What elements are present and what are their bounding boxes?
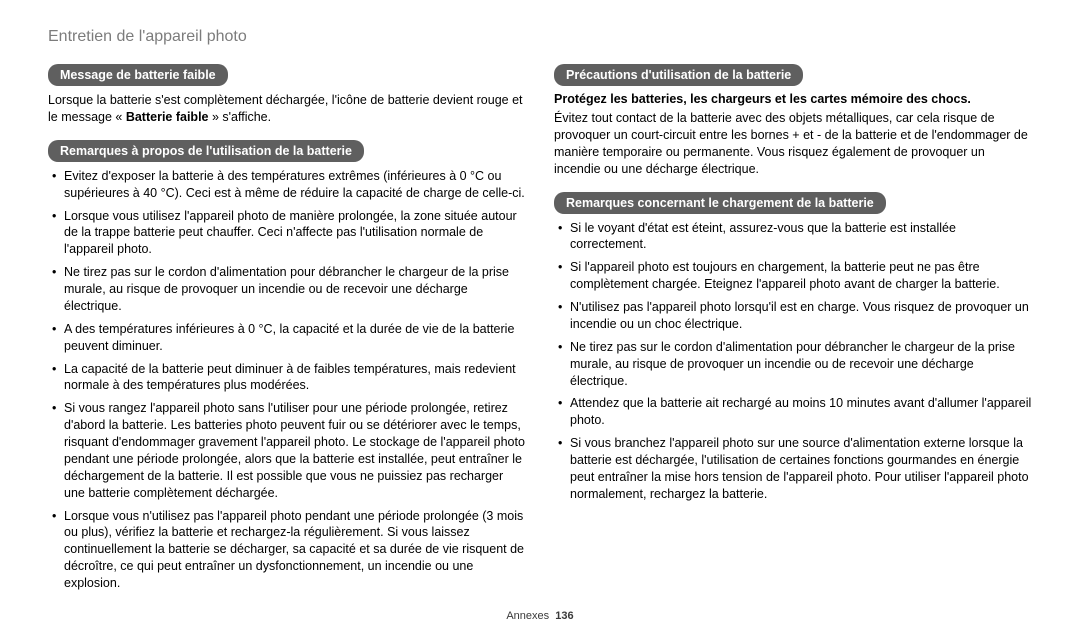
list-item: Si vous branchez l'appareil photo sur un…	[554, 435, 1032, 503]
list-item: N'utilisez pas l'appareil photo lorsqu'i…	[554, 299, 1032, 333]
battery-use-remarks-list: Evitez d'exposer la batterie à des tempé…	[48, 168, 526, 592]
manual-page: Entretien de l'appareil photo Message de…	[0, 0, 1080, 630]
list-item: La capacité de la batterie peut diminuer…	[48, 361, 526, 395]
list-item: A des températures inférieures à 0 °C, l…	[48, 321, 526, 355]
page-footer: Annexes 136	[0, 610, 1080, 622]
section-heading-low-battery: Message de batterie faible	[48, 64, 228, 86]
battery-precautions-subhead: Protégez les batteries, les chargeurs et…	[554, 92, 1032, 106]
list-item: Ne tirez pas sur le cordon d'alimentatio…	[554, 339, 1032, 390]
footer-section-label: Annexes	[506, 610, 549, 622]
text-run: Lorsque la batterie s'est complètement d…	[48, 93, 523, 124]
list-item: Lorsque vous n'utilisez pas l'appareil p…	[48, 508, 526, 592]
footer-page-number: 136	[555, 610, 573, 622]
battery-precautions-paragraph: Évitez tout contact de la batterie avec …	[554, 110, 1032, 178]
text-bold: Batterie faible	[126, 110, 209, 124]
list-item: Si l'appareil photo est toujours en char…	[554, 259, 1032, 293]
low-battery-paragraph: Lorsque la batterie s'est complètement d…	[48, 92, 526, 126]
list-item: Attendez que la batterie ait rechargé au…	[554, 395, 1032, 429]
two-column-layout: Message de batterie faible Lorsque la ba…	[48, 64, 1032, 602]
list-item: Lorsque vous utilisez l'appareil photo d…	[48, 208, 526, 259]
section-heading-battery-use-remarks: Remarques à propos de l'utilisation de l…	[48, 140, 364, 162]
list-item: Si vous rangez l'appareil photo sans l'u…	[48, 400, 526, 501]
list-item: Evitez d'exposer la batterie à des tempé…	[48, 168, 526, 202]
list-item: Ne tirez pas sur le cordon d'alimentatio…	[48, 264, 526, 315]
charging-remarks-list: Si le voyant d'état est éteint, assurez-…	[554, 220, 1032, 503]
section-heading-charging-remarks: Remarques concernant le chargement de la…	[554, 192, 886, 214]
left-column: Message de batterie faible Lorsque la ba…	[48, 64, 526, 602]
right-column: Précautions d'utilisation de la batterie…	[554, 64, 1032, 602]
section-heading-battery-precautions: Précautions d'utilisation de la batterie	[554, 64, 803, 86]
text-run: » s'affiche.	[209, 110, 272, 124]
page-title: Entretien de l'appareil photo	[48, 28, 1032, 46]
list-item: Si le voyant d'état est éteint, assurez-…	[554, 220, 1032, 254]
